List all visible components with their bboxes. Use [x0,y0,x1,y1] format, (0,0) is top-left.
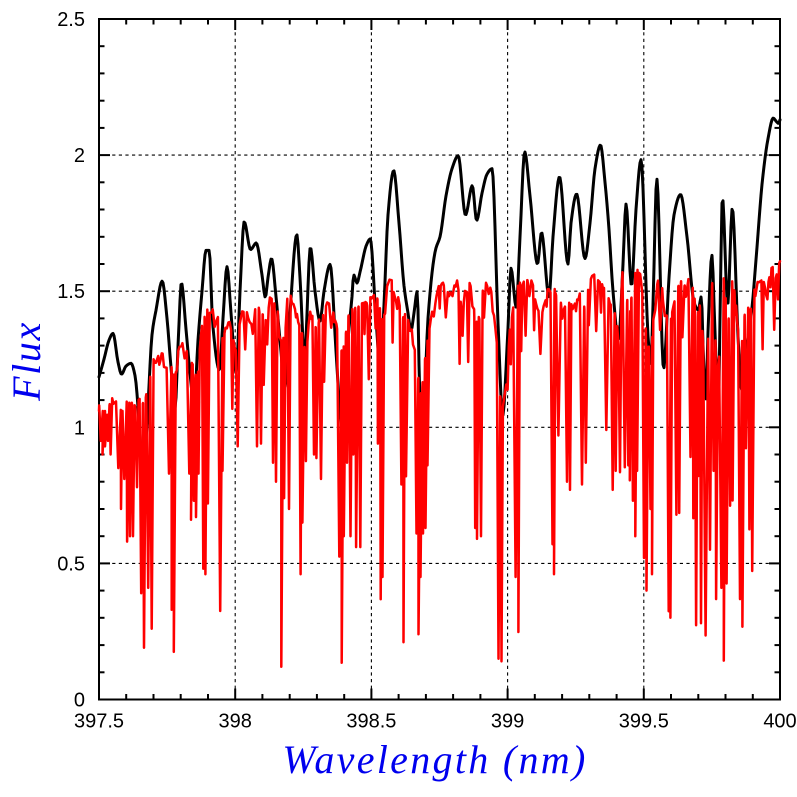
svg-text:Wavelength (nm): Wavelength (nm) [282,737,587,782]
svg-text:1: 1 [74,417,85,439]
svg-text:399: 399 [491,711,524,733]
svg-text:397.5: 397.5 [74,711,124,733]
svg-text:2: 2 [74,145,85,167]
svg-text:398.5: 398.5 [346,711,396,733]
svg-text:398: 398 [219,711,252,733]
svg-text:0: 0 [74,690,85,712]
svg-text:399.5: 399.5 [619,711,669,733]
svg-text:1.5: 1.5 [57,281,85,303]
svg-text:400: 400 [763,711,796,733]
svg-text:2.5: 2.5 [57,9,85,31]
svg-text:0.5: 0.5 [57,553,85,575]
svg-text:Flux: Flux [4,321,49,402]
